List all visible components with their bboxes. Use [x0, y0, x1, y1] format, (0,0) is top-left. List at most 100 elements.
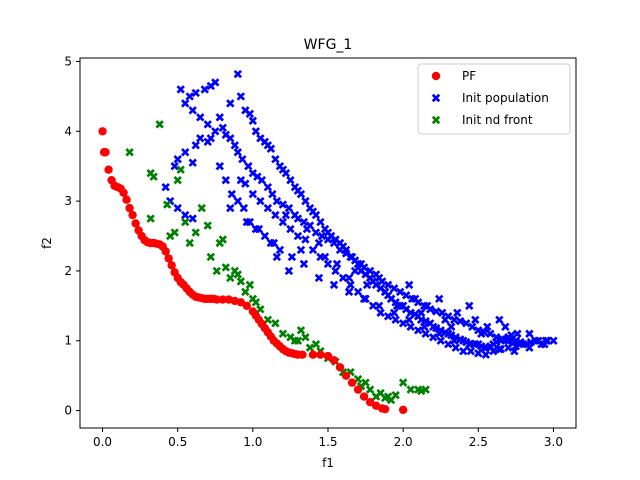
pf-point	[128, 210, 137, 220]
init-nd-front-point	[406, 385, 415, 394]
init-population-point	[281, 210, 291, 220]
pf-point	[101, 148, 110, 157]
pf-point	[359, 392, 369, 401]
init-population-point	[226, 134, 235, 143]
init-population-point	[507, 336, 516, 345]
init-population-point	[477, 329, 486, 338]
init-population-point	[211, 78, 220, 87]
init-population-point	[275, 245, 285, 255]
pf-point	[104, 165, 113, 174]
init-nd-front-point	[365, 385, 375, 394]
init-population-point	[260, 231, 270, 241]
init-population-point	[238, 155, 247, 164]
init-population-point	[308, 245, 318, 255]
init-population-point	[344, 273, 354, 283]
legend-box	[417, 63, 571, 135]
series-pf	[98, 127, 408, 415]
init-population-point	[326, 231, 336, 241]
init-population-point	[504, 343, 513, 352]
init-population-point	[531, 336, 540, 345]
pf-point	[167, 261, 176, 270]
init-population-point	[284, 266, 294, 276]
y-tick-label: 1	[64, 334, 72, 348]
init-population-point	[421, 329, 430, 338]
init-population-point	[492, 333, 501, 342]
init-population-point	[395, 287, 405, 297]
init-population-point	[459, 347, 468, 356]
pf-point	[323, 351, 333, 361]
init-population-point	[271, 155, 280, 164]
y-axis: 0 1 2 3 4 5	[64, 54, 80, 418]
init-population-point	[480, 343, 489, 352]
init-population-point	[435, 294, 444, 304]
init-population-point	[344, 287, 354, 297]
init-population-point	[453, 308, 462, 318]
init-population-point	[161, 182, 170, 192]
init-population-point	[266, 238, 276, 248]
init-nd-front-point	[218, 235, 227, 244]
init-population-point	[299, 259, 309, 269]
init-population-point	[376, 308, 385, 318]
legend-marker-pf	[431, 71, 441, 81]
init-nd-front-point	[125, 148, 134, 157]
init-population-point	[389, 308, 399, 318]
legend-label: PF	[462, 69, 476, 83]
init-population-point	[256, 196, 265, 206]
init-population-point	[254, 224, 264, 234]
init-population-point	[513, 329, 522, 338]
pf-point	[131, 219, 140, 228]
init-population-point	[241, 179, 250, 188]
init-population-point	[233, 148, 243, 157]
init-population-point	[248, 189, 258, 199]
init-population-point	[311, 210, 321, 220]
init-nd-front-point	[245, 280, 255, 290]
init-population-point	[398, 319, 408, 328]
init-population-point	[410, 294, 420, 304]
init-nd-front-point	[311, 340, 321, 349]
pf-point	[125, 203, 134, 213]
init-population-point	[465, 301, 474, 311]
x-tick-label: 0.5	[168, 435, 187, 449]
init-population-point	[331, 266, 340, 276]
plot-data-layer	[98, 69, 558, 415]
init-population-point	[301, 235, 310, 244]
init-population-point	[173, 203, 182, 213]
init-population-point	[271, 210, 280, 220]
x-tick-label: 2.0	[394, 435, 413, 449]
init-population-point	[272, 196, 282, 206]
init-population-point	[471, 315, 480, 324]
init-population-point	[266, 144, 276, 153]
init-nd-front-point	[146, 214, 155, 223]
init-population-point	[248, 116, 258, 126]
init-population-point	[218, 123, 227, 133]
init-population-point	[314, 238, 324, 248]
pf-point	[347, 378, 357, 387]
init-population-point	[436, 336, 445, 345]
init-population-point	[456, 316, 465, 326]
init-population-point	[540, 340, 549, 349]
init-population-point	[181, 99, 190, 108]
init-population-point	[438, 308, 447, 318]
init-population-point	[242, 217, 252, 227]
init-nd-front-point	[162, 200, 172, 209]
init-population-point	[233, 69, 243, 79]
init-population-point	[435, 329, 444, 338]
legend: PF Init population Init nd front	[417, 63, 571, 135]
init-nd-front-point	[149, 172, 158, 181]
init-population-point	[185, 92, 194, 101]
init-nd-front-point	[185, 238, 194, 248]
init-population-point	[383, 312, 393, 321]
init-population-point	[386, 294, 396, 304]
pf-point	[298, 350, 307, 359]
init-nd-front-point	[251, 298, 261, 307]
init-population-point	[221, 175, 230, 185]
init-population-point	[401, 291, 411, 300]
init-population-point	[356, 259, 366, 269]
init-nd-front-point	[212, 266, 221, 276]
init-population-point	[191, 88, 200, 98]
init-population-point	[286, 224, 295, 234]
init-population-point	[441, 315, 450, 324]
init-population-point	[316, 217, 325, 227]
init-population-point	[450, 315, 459, 324]
init-population-point	[416, 308, 426, 318]
